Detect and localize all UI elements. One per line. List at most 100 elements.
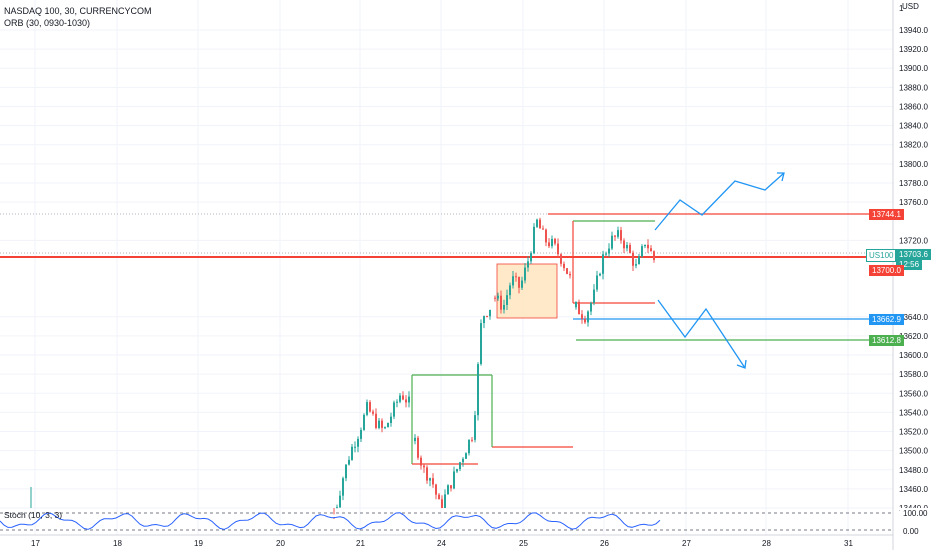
candle-body [647, 244, 649, 249]
price-tick-label: 13860.0 [899, 102, 928, 111]
date-tick-label: 21 [356, 539, 365, 548]
candle-body [462, 458, 464, 463]
price-tick-label: 13800.0 [899, 160, 928, 169]
candle-body [539, 219, 541, 229]
currency-label[interactable]: USD [902, 2, 919, 11]
date-tick-label: 17 [31, 539, 40, 548]
candle-body [483, 316, 485, 324]
candle-body [554, 238, 556, 244]
candle-body [342, 478, 344, 496]
bullish-projection-arrow[interactable] [654, 172, 785, 231]
candle-body [569, 273, 571, 276]
price-tick-label: 13820.0 [899, 141, 928, 150]
candle-body [494, 297, 496, 299]
stoch-line [0, 512, 661, 530]
price-tick-label: 13880.0 [899, 83, 928, 92]
candle-body [521, 280, 523, 288]
date-tick-label: 18 [113, 539, 122, 548]
candle-body [542, 228, 544, 230]
price-tick-label: 13520.0 [899, 428, 928, 437]
candle-body [423, 465, 425, 468]
resistance-price-tag: 13744.1 [869, 209, 904, 220]
price-tick-label: 13500.0 [899, 447, 928, 456]
price-tick-label: 13460.0 [899, 485, 928, 494]
candle-body [536, 219, 538, 227]
candle-body [393, 402, 395, 417]
candle-body [456, 469, 458, 472]
candle-body [369, 402, 371, 412]
price-axis-labels: 13940.0 13920.0 13900.0 13880.0 13860.0 13840… [899, 4, 928, 513]
candle-body [500, 295, 502, 310]
candle-body [593, 289, 595, 303]
bearish-projection-arrow[interactable] [657, 299, 746, 369]
candle-body [420, 457, 422, 466]
candle-body [435, 484, 437, 495]
candle-body [611, 235, 613, 249]
bearish-arrowhead-icon [736, 359, 747, 369]
candle-body [354, 446, 356, 448]
opening-range-box[interactable] [496, 263, 558, 319]
orb-lines [411, 220, 655, 465]
candle-body [545, 229, 547, 243]
candle-body [527, 261, 529, 268]
candle-body [399, 395, 401, 402]
candle-body [503, 304, 505, 310]
candle-body [489, 309, 491, 317]
candle-body [512, 276, 514, 286]
candle-body [587, 311, 589, 323]
candle-body [468, 439, 470, 454]
candle-body [614, 235, 616, 237]
price-tick-label: 13620.0 [899, 332, 928, 341]
date-tick-label: 24 [437, 539, 446, 548]
candle-body [596, 275, 598, 290]
candle-body [548, 242, 550, 247]
candle-body [623, 240, 625, 249]
date-tick-label: 28 [762, 539, 771, 548]
price-tick-label: 13940.0 [899, 26, 928, 35]
price-tick-label: 13900.0 [899, 64, 928, 73]
candle-body [578, 301, 580, 315]
date-tick-label: 27 [682, 539, 691, 548]
candle-body [384, 427, 386, 429]
candle-body [441, 499, 443, 508]
price-tick-label: 13600.0 [899, 351, 928, 360]
candle-body [447, 485, 449, 495]
candle-body [360, 429, 362, 439]
candle-body [551, 238, 553, 247]
price-tick-label: 13720.0 [899, 236, 928, 245]
symbol-tag: US100 [866, 249, 897, 262]
bullish-arrowhead-icon [777, 172, 785, 182]
candle-body [566, 268, 568, 274]
candle-body [459, 462, 461, 470]
candle-body [497, 295, 499, 299]
candlesticks [333, 217, 655, 519]
candle-body [626, 244, 628, 249]
candle-body [653, 251, 655, 260]
chart-title: NASDAQ 100, 30, CURRENCYCOM [4, 6, 152, 16]
candle-body [635, 264, 637, 266]
candle-body [533, 226, 535, 254]
candle-body [375, 413, 377, 428]
price-tick-label: 13480.0 [899, 466, 928, 475]
price-tick-label: 13760.0 [899, 198, 928, 207]
candle-body [417, 437, 419, 458]
candle-body [605, 253, 607, 255]
candle-body [581, 314, 583, 319]
price-tick-label: 13840.0 [899, 122, 928, 131]
candle-body [638, 256, 640, 265]
candle-body [414, 437, 416, 442]
date-tick-label: 20 [276, 539, 285, 548]
candle-body [453, 471, 455, 489]
candle-body [402, 395, 404, 400]
candle-body [465, 453, 467, 459]
candle-body [438, 494, 440, 500]
indicator-label: ORB (30, 0930-1030) [4, 18, 91, 28]
candle-body [506, 295, 508, 305]
price-tick-label: 1 [899, 4, 904, 13]
candle-body [480, 323, 482, 365]
candle-body [387, 423, 389, 428]
blue-level-tag: 13662.9 [869, 314, 904, 325]
stoch-label[interactable]: Stoch (10, 3, 3) [4, 510, 63, 520]
countdown-tag: 12:56 [896, 259, 923, 270]
